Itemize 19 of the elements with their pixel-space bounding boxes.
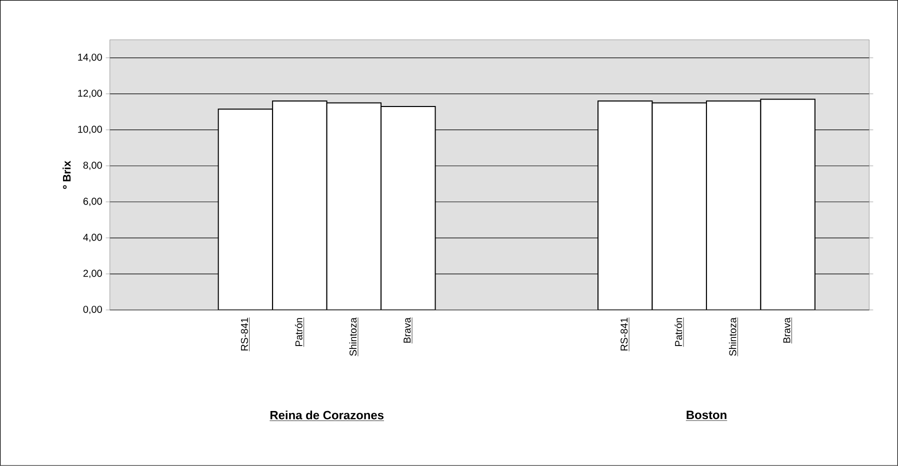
x-tick-label: Brava [404, 318, 411, 343]
y-tick-label: 8,00 [83, 162, 102, 170]
x-tick-label: Patrón [674, 318, 682, 346]
y-tick-label: 12,00 [78, 90, 102, 98]
y-tick-label: 0,00 [83, 306, 102, 314]
x-tick-label: Brava [783, 318, 790, 343]
y-tick-label: 10,00 [78, 126, 102, 134]
text: Boston [686, 410, 726, 420]
text: Reina de Corazones [270, 410, 384, 420]
y-tick-label: 4,00 [83, 234, 102, 242]
x-tick-label: Shintoza [349, 318, 357, 356]
y-axis-title: º Brix [62, 160, 71, 189]
x-tick-label: RS-841 [620, 318, 628, 351]
x-tick-label: Patrón [294, 318, 302, 346]
x-tick-label: RS-841 [240, 318, 248, 351]
y-tick-label: 6,00 [83, 198, 102, 206]
x-tick-label: Shintoza [728, 318, 736, 356]
y-tick-label: 2,00 [83, 270, 102, 278]
y-tick-label: 14,00 [78, 54, 102, 62]
